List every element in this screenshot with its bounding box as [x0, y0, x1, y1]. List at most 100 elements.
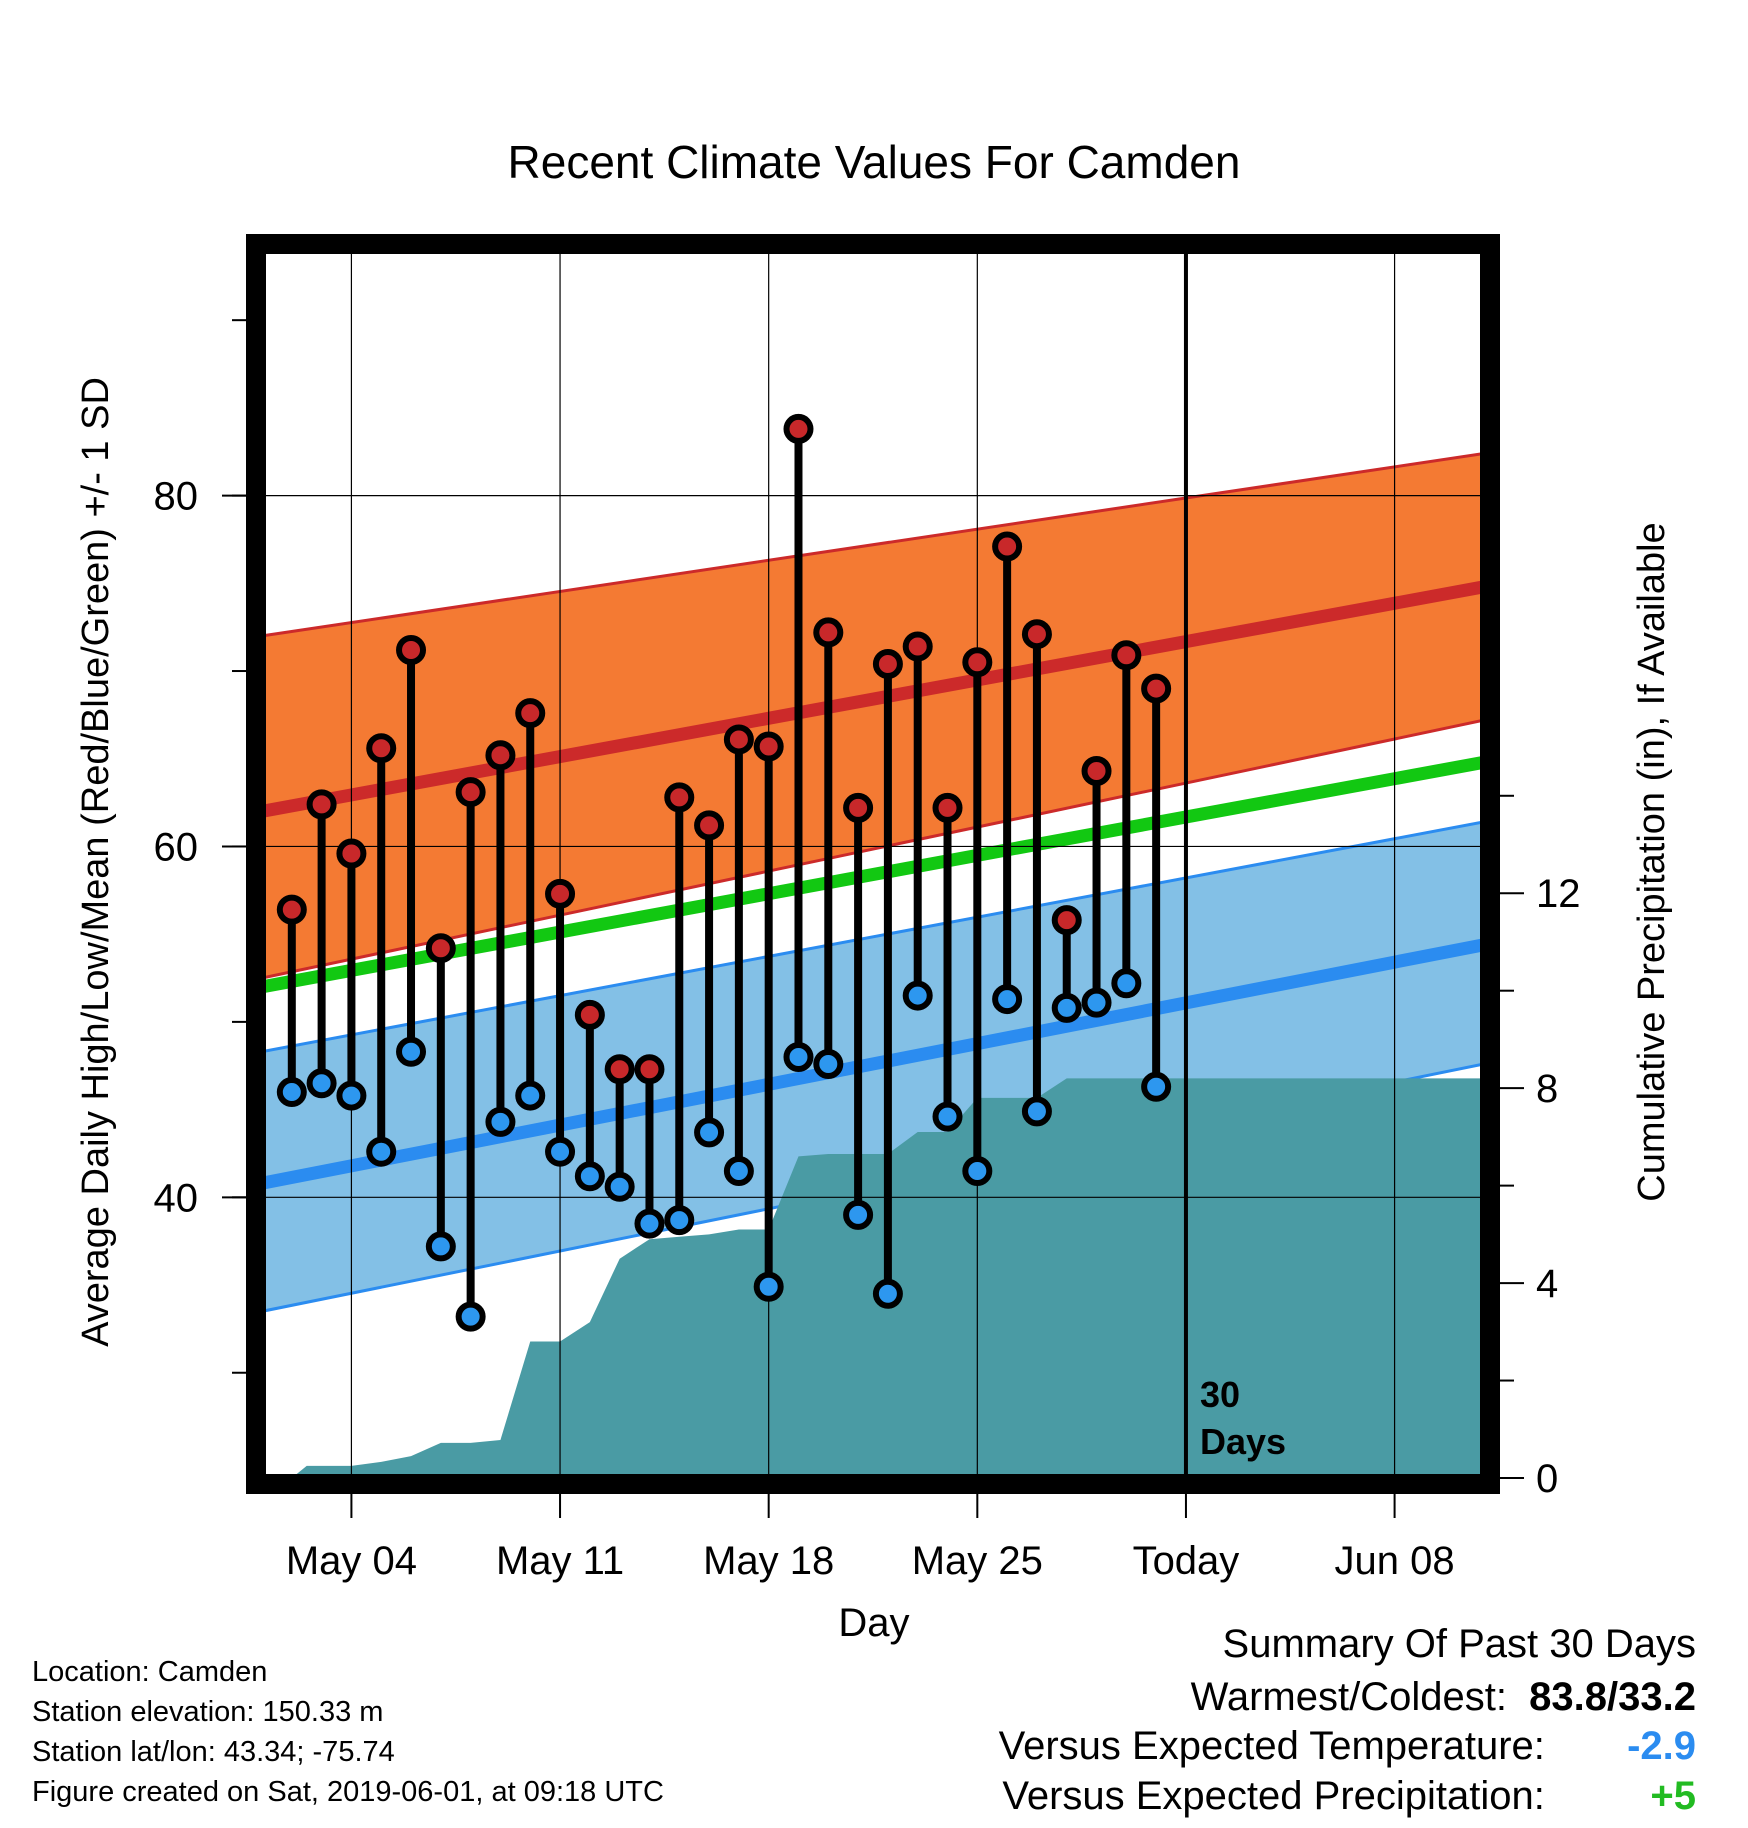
- high-point: [485, 740, 516, 771]
- precip-label: Versus Expected Precipitation:: [1002, 1774, 1545, 1818]
- location-text: Location: Camden: [32, 1656, 268, 1688]
- high-point: [545, 878, 576, 909]
- high-point: [932, 792, 963, 823]
- y2-tick-label: 8: [1536, 1067, 1558, 1111]
- high-point: [753, 731, 784, 762]
- high-point: [306, 789, 337, 820]
- low-point: [396, 1036, 427, 1067]
- high-point: [1051, 905, 1082, 936]
- high-point: [1021, 619, 1052, 650]
- summary-warmest: Warmest/Coldest: 83.8/33.2: [1191, 1675, 1696, 1720]
- high-point: [455, 777, 486, 808]
- y2-tick-label: 0: [1536, 1457, 1558, 1501]
- low-point: [545, 1136, 576, 1167]
- low-point: [306, 1068, 337, 1099]
- x-tick-label: Today: [1133, 1539, 1240, 1583]
- precip-delta-value: +5: [1650, 1774, 1696, 1818]
- summary-temperature: Versus Expected Temperature: -2.9: [999, 1724, 1696, 1769]
- low-point: [872, 1278, 903, 1309]
- low-point: [1111, 968, 1142, 999]
- high-point: [396, 634, 427, 665]
- high-point: [992, 531, 1023, 562]
- high-point: [813, 617, 844, 648]
- high-point: [843, 792, 874, 823]
- x-tick-label: May 18: [703, 1539, 834, 1583]
- latlon-text: Station lat/lon: 43.34; -75.74: [32, 1736, 395, 1768]
- high-point: [664, 782, 695, 813]
- y-tick-label: 80: [154, 475, 199, 519]
- high-point: [425, 933, 456, 964]
- high-point: [515, 698, 546, 729]
- low-point: [455, 1301, 486, 1332]
- low-point: [1051, 992, 1082, 1023]
- high-upper-line: [262, 452, 1484, 638]
- low-point: [1141, 1071, 1172, 1102]
- low-point: [992, 984, 1023, 1015]
- low-point: [843, 1199, 874, 1230]
- high-point: [723, 724, 754, 755]
- low-mean-line: [262, 938, 1484, 1190]
- axes: 40 60 80 0 4 8 12 May 04 May 11 May 18 May 25 Today…: [154, 319, 1581, 1583]
- chart-title: Recent Climate Values For Camden: [508, 136, 1241, 188]
- high-point: [902, 631, 933, 662]
- y-tick-label: 40: [154, 1176, 199, 1220]
- high-point: [1141, 673, 1172, 704]
- low-upper-line: [262, 820, 1484, 1054]
- high-point: [276, 894, 307, 925]
- temperature-stems: [287, 428, 1161, 1317]
- low-point: [753, 1271, 784, 1302]
- high-mean-line: [262, 580, 1484, 818]
- x-tick-label: May 04: [286, 1539, 417, 1583]
- temp-label: Versus Expected Temperature:: [998, 1724, 1545, 1768]
- warmest-value: 83.8/33.2: [1529, 1675, 1696, 1719]
- low-point: [485, 1106, 516, 1137]
- low-point: [932, 1101, 963, 1132]
- station-info: Location: Camden Station elevation: 150.…: [32, 1652, 664, 1812]
- y2-tick-label: 4: [1536, 1262, 1558, 1306]
- high-point: [694, 810, 725, 841]
- temp-delta-value: -2.9: [1627, 1724, 1696, 1768]
- today-days-label-2: Days: [1200, 1421, 1286, 1462]
- high-point: [366, 733, 397, 764]
- summary-heading: Summary Of Past 30 Days: [1222, 1622, 1696, 1666]
- low-point: [1081, 987, 1112, 1018]
- plot-frame: [246, 234, 1500, 1494]
- high-point: [574, 999, 605, 1030]
- low-point: [694, 1117, 725, 1148]
- low-point: [783, 1041, 814, 1072]
- y2-axis-label: Cumulative Precipitation (in), If Availa…: [1631, 522, 1673, 1201]
- high-point: [634, 1054, 665, 1085]
- high-point: [604, 1054, 635, 1085]
- elevation-text: Station elevation: 150.33 m: [32, 1696, 384, 1728]
- x-axis-label: Day: [838, 1601, 909, 1645]
- low-point: [425, 1231, 456, 1262]
- summary-precipitation: Versus Expected Precipitation: +5: [1002, 1774, 1696, 1819]
- low-point: [366, 1136, 397, 1167]
- low-point: [634, 1208, 665, 1239]
- low-point: [962, 1156, 993, 1186]
- warmest-label: Warmest/Coldest:: [1190, 1675, 1507, 1719]
- high-point: [336, 838, 367, 869]
- high-point: [783, 413, 814, 444]
- high-lower-line: [262, 718, 1484, 980]
- high-point: [1081, 756, 1112, 787]
- x-tick-label: Jun 08: [1335, 1539, 1455, 1583]
- low-point: [276, 1077, 307, 1108]
- high-point: [962, 647, 993, 678]
- low-point: [604, 1171, 635, 1202]
- high-point: [1111, 640, 1142, 671]
- low-point: [723, 1156, 754, 1186]
- x-tick-label: May 11: [496, 1539, 624, 1583]
- low-point: [515, 1080, 546, 1111]
- created-text: Figure created on Sat, 2019-06-01, at 09…: [32, 1776, 664, 1808]
- y-axis-label: Average Daily High/Low/Mean (Red/Blue/Gr…: [75, 377, 117, 1347]
- overall-mean-line: [262, 755, 1484, 994]
- low-point: [1021, 1096, 1052, 1127]
- low-point: [574, 1161, 605, 1192]
- y2-tick-label: 12: [1536, 872, 1581, 916]
- high-point: [872, 649, 903, 680]
- low-point: [664, 1205, 695, 1236]
- low-point: [813, 1048, 844, 1079]
- x-tick-label: May 25: [912, 1539, 1043, 1583]
